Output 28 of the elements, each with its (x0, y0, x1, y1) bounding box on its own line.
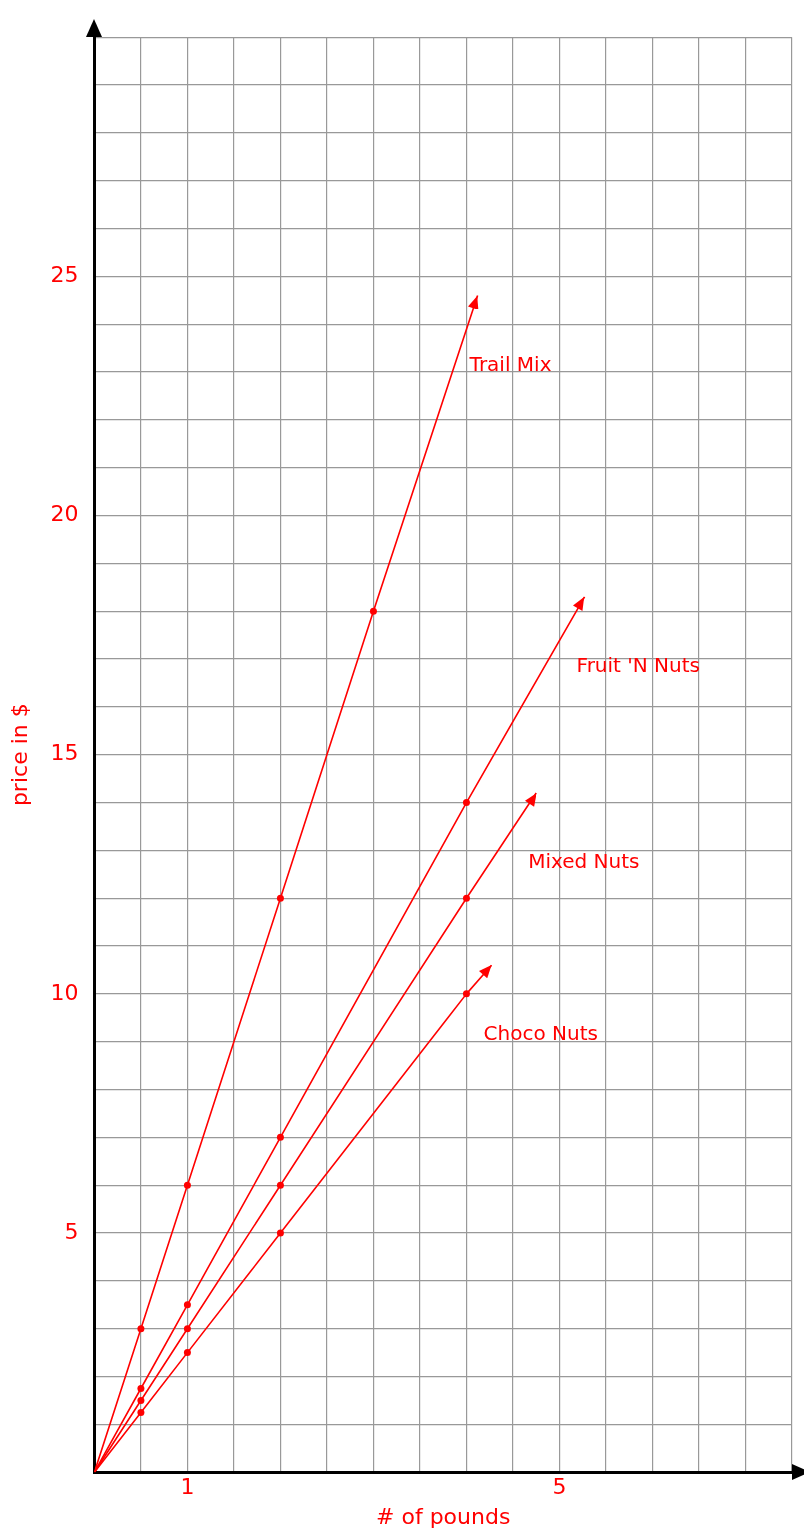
point (276, 1229, 284, 1237)
point (462, 799, 470, 807)
point (137, 1384, 145, 1392)
point (137, 1408, 145, 1416)
series-label: Trail Mix (468, 351, 552, 376)
series-label: Fruit 'N Nuts (576, 653, 700, 678)
y-tick-label: 5 (64, 1218, 79, 1244)
point (276, 1181, 284, 1189)
y-tick-label: 25 (50, 262, 79, 288)
point (183, 1301, 191, 1309)
point (462, 894, 470, 902)
y-tick-label: 15 (50, 740, 79, 766)
x-tick-label: 1 (180, 1474, 195, 1500)
point (183, 1181, 191, 1189)
point (276, 894, 284, 902)
y-tick-label: 10 (50, 979, 79, 1005)
series-label: Mixed Nuts (528, 849, 640, 874)
point (183, 1349, 191, 1357)
point (137, 1325, 145, 1333)
point (276, 1133, 284, 1141)
point (137, 1396, 145, 1404)
y-axis-title: price in $ (6, 703, 32, 807)
point (183, 1325, 191, 1333)
point (462, 990, 470, 998)
y-tick-label: 20 (50, 501, 79, 527)
x-axis-title: # of pounds (376, 1503, 511, 1529)
point (369, 607, 377, 615)
series-label: Choco Nuts (483, 1021, 598, 1046)
